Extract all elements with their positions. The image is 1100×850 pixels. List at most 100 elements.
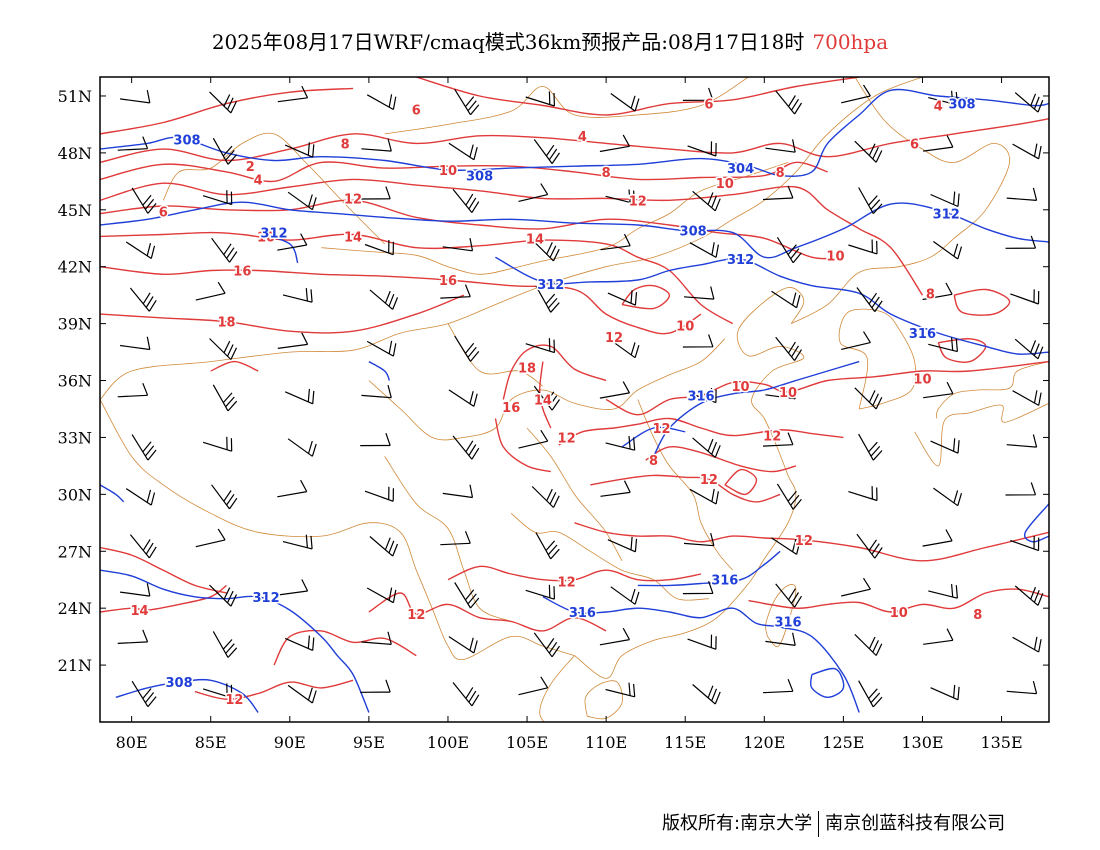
wind-barb <box>683 532 715 547</box>
wind-barb <box>525 338 555 354</box>
wind-barb <box>442 484 474 499</box>
temperature-label: 10 <box>439 164 457 179</box>
y-tick-label: 36N <box>58 372 92 391</box>
wind-barb <box>1010 289 1040 305</box>
wind-barb <box>129 287 157 312</box>
temperature-contour <box>447 565 702 582</box>
height-contour <box>368 360 391 381</box>
wind-barb <box>775 336 803 361</box>
wind-barb <box>366 587 397 604</box>
temperature-label: 14 <box>534 394 552 409</box>
wind-barb <box>765 632 796 646</box>
wind-barb <box>858 433 883 461</box>
height-contour <box>809 667 845 699</box>
temperature-contour <box>937 338 987 363</box>
wind-barb <box>284 635 315 651</box>
wind-barb <box>922 282 953 301</box>
border-line <box>936 361 1049 419</box>
temperature-label: 10 <box>716 177 734 192</box>
temperature-label: 12 <box>225 693 243 708</box>
wind-barb <box>933 487 963 507</box>
wind-barb <box>928 584 958 599</box>
wind-barb <box>687 141 717 157</box>
wind-barb <box>762 185 794 201</box>
temperature-label: 12 <box>558 576 576 591</box>
wind-barb <box>1012 390 1042 406</box>
wind-barb <box>776 236 802 264</box>
height-contour <box>1024 503 1049 543</box>
wind-barb <box>209 91 238 114</box>
temperature-label: 14 <box>526 232 544 247</box>
wind-barb <box>440 530 471 546</box>
wind-barb <box>687 634 717 650</box>
x-tick-label: 105E <box>506 733 548 752</box>
wind-barb <box>841 84 871 104</box>
wind-barb <box>452 188 480 213</box>
height-label: 312 <box>253 591 280 606</box>
wind-barb <box>600 480 631 497</box>
wind-barb <box>600 233 631 251</box>
y-tick-label: 21N <box>58 656 92 675</box>
wind-barb <box>117 136 149 151</box>
border-line <box>447 323 544 387</box>
wind-barb <box>610 93 640 112</box>
temperature-label: 12 <box>629 194 647 209</box>
wind-barb <box>277 85 309 103</box>
wind-barb <box>209 338 238 360</box>
wind-barb <box>607 290 638 306</box>
wind-barb <box>922 529 953 547</box>
wind-barb <box>854 633 883 656</box>
x-tick-label: 120E <box>743 733 785 752</box>
border-line <box>384 77 749 135</box>
wind-barb <box>212 384 238 412</box>
wind-barb <box>131 187 157 214</box>
wind-barb <box>599 134 631 153</box>
height-label: 308 <box>173 134 200 149</box>
wind-barb <box>930 684 960 701</box>
height-label: 316 <box>687 390 714 405</box>
border-line <box>637 399 734 571</box>
border-line <box>510 512 709 601</box>
border-line <box>791 77 1010 324</box>
temperature-contour <box>100 294 465 334</box>
temperature-label: 6 <box>910 137 919 152</box>
height-label: 316 <box>774 615 801 630</box>
temperature-label: 12 <box>407 608 425 623</box>
temperature-contour <box>100 584 227 613</box>
temperature-contour <box>100 266 702 335</box>
wind-barb <box>360 433 391 447</box>
height-contour <box>542 596 860 713</box>
wind-barb <box>454 88 480 116</box>
wind-barb <box>117 629 149 644</box>
wind-barb <box>923 628 954 645</box>
wind-barb <box>1012 636 1042 653</box>
temperature-label: 6 <box>159 206 168 221</box>
wind-barb <box>212 137 238 165</box>
temperature-label: 4 <box>254 173 263 188</box>
wind-barb <box>605 189 636 205</box>
temperature-contour <box>502 344 607 400</box>
wind-barb <box>776 483 802 510</box>
wind-barb <box>131 434 157 461</box>
height-contour <box>637 550 781 587</box>
wind-barb <box>930 191 960 208</box>
height-label: 304 <box>727 162 754 177</box>
temperature-label: 8 <box>341 137 350 152</box>
wind-barb <box>518 183 549 202</box>
company-text: 南京创蓝科技有限公司 <box>825 813 1006 834</box>
temperature-label: 12 <box>652 422 670 437</box>
height-label: 308 <box>680 225 707 240</box>
title-text: 2025年08月17日WRF/cmaq模式36km预报产品:08月17日18时 <box>211 30 805 54</box>
border-line <box>574 287 805 679</box>
temperature-contour <box>645 445 797 473</box>
wind-barb <box>212 631 238 658</box>
wind-barb <box>202 190 233 206</box>
wind-barb <box>1005 235 1037 249</box>
border-line <box>368 338 726 441</box>
wind-barb <box>692 437 721 458</box>
height-label: 308 <box>166 676 193 691</box>
wind-barb <box>195 281 226 301</box>
wind-barb <box>848 486 878 502</box>
height-contour <box>100 484 125 503</box>
